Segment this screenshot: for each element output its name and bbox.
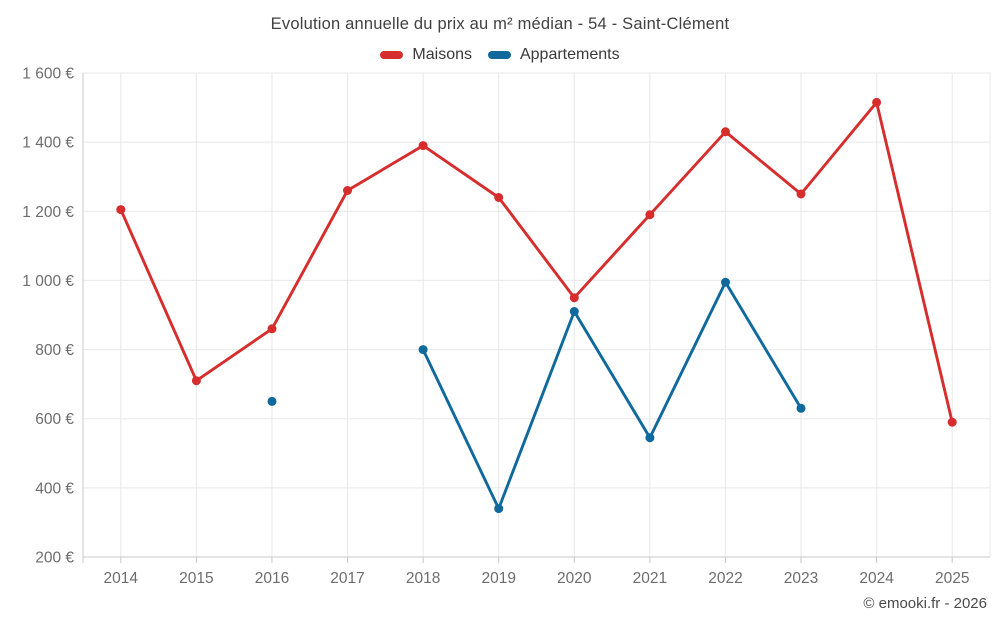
y-axis-tick-label: 200 €	[35, 550, 74, 567]
data-point-maisons-2025[interactable]	[947, 417, 957, 427]
series-line-appartements	[421, 280, 803, 511]
series-line-maisons	[119, 100, 954, 424]
x-axis-tick-label: 2022	[708, 570, 742, 587]
x-axis-tick-label: 2018	[406, 570, 440, 587]
data-point-maisons-2014[interactable]	[116, 205, 126, 215]
x-axis-tick-label: 2017	[330, 570, 364, 587]
legend-item-maisons[interactable]: Maisons	[380, 46, 472, 64]
data-point-maisons-2024[interactable]	[872, 97, 882, 107]
data-point-maisons-2015[interactable]	[191, 376, 201, 386]
data-point-appartements-2022[interactable]	[721, 277, 730, 287]
data-point-maisons-2021[interactable]	[645, 210, 655, 220]
copyright-text: © emooki.fr - 2026	[863, 595, 987, 612]
legend-label: Maisons	[412, 46, 472, 63]
y-axis-tick-label: 1 000 €	[22, 273, 74, 290]
data-point-maisons-2017[interactable]	[343, 186, 352, 195]
x-axis-tick-label: 2015	[179, 570, 213, 587]
x-axis-tick-label: 2019	[481, 570, 515, 587]
x-axis-tick-label: 2020	[557, 570, 592, 587]
legend: Maisons Appartements	[0, 46, 1000, 64]
y-axis-tick-label: 1 200 €	[22, 204, 74, 221]
data-point-appartements-2020[interactable]	[569, 307, 579, 316]
y-axis-tick-label: 1 400 €	[22, 135, 74, 152]
y-axis-tick-label: 600 €	[35, 411, 74, 428]
data-point-maisons-2019[interactable]	[494, 193, 504, 202]
x-axis-tick-label: 2023	[784, 570, 818, 587]
y-axis-tick-label: 1 600 €	[22, 66, 74, 83]
x-axis-tick-label: 2021	[633, 570, 667, 587]
y-axis-tick-label: 400 €	[35, 480, 74, 497]
legend-label: Appartements	[519, 46, 620, 63]
x-axis-tick-label: 2025	[935, 570, 969, 587]
legend-item-appartements[interactable]: Appartements	[487, 46, 620, 64]
data-point-appartements-2021[interactable]	[645, 433, 655, 443]
data-point-maisons-2016[interactable]	[267, 324, 277, 334]
data-point-appartements-2016[interactable]	[267, 396, 277, 406]
legend-swatch-maisons	[380, 51, 404, 59]
data-point-maisons-2020[interactable]	[569, 293, 579, 303]
x-axis-tick-label: 2016	[255, 570, 289, 587]
chart-title: Evolution annuelle du prix au m² médian …	[270, 15, 730, 33]
x-axis-tick-label: 2024	[859, 570, 894, 587]
data-point-appartements-2018[interactable]	[418, 345, 428, 355]
data-point-maisons-2018[interactable]	[418, 141, 428, 151]
data-point-maisons-2022[interactable]	[721, 127, 730, 137]
x-axis-tick-label: 2014	[104, 570, 139, 587]
y-axis-tick-label: 800 €	[35, 342, 74, 359]
legend-swatch-appartements	[487, 51, 511, 59]
data-point-maisons-2023[interactable]	[796, 189, 806, 199]
data-point-appartements-2019[interactable]	[494, 504, 504, 514]
data-point-appartements-2023[interactable]	[796, 403, 806, 413]
